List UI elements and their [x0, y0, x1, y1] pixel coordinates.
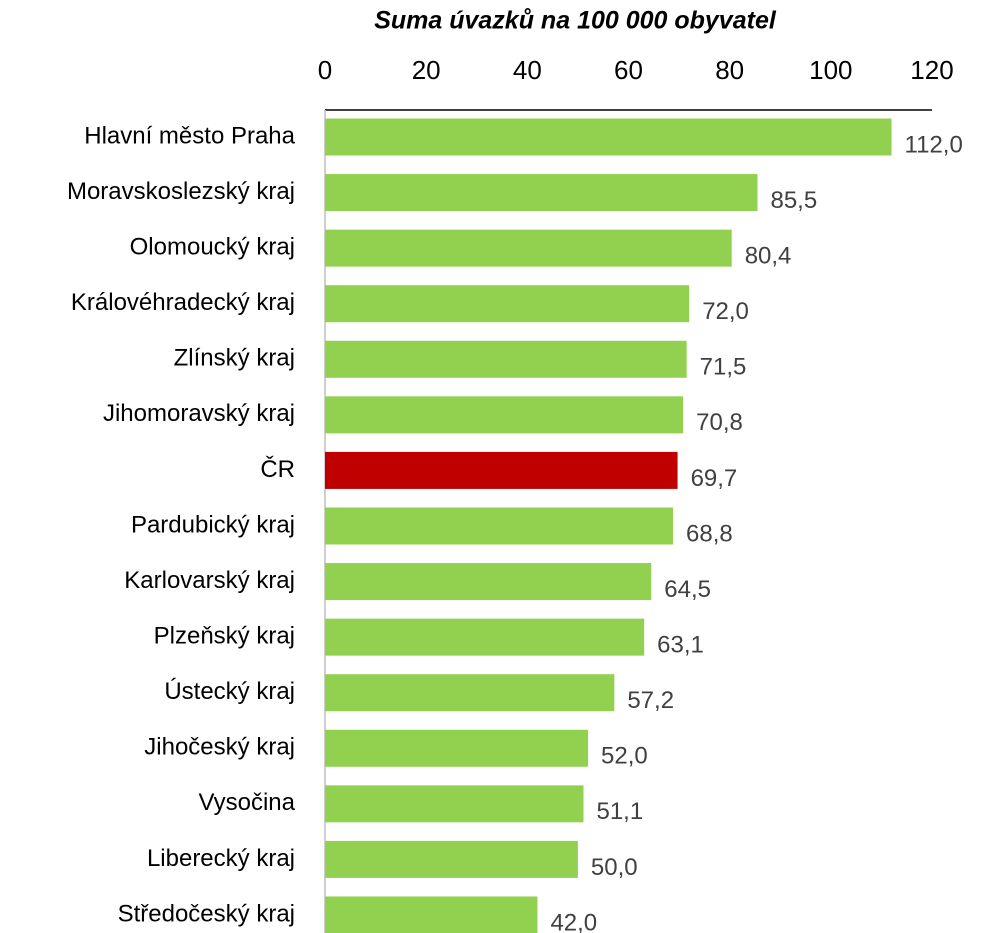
value-label: 51,1	[596, 798, 643, 825]
value-label: 71,5	[700, 354, 747, 381]
value-label: 42,0	[550, 909, 597, 933]
value-label: 80,4	[745, 242, 792, 269]
x-tick-label: 0	[318, 55, 332, 85]
category-label: Středočeský kraj	[118, 900, 295, 927]
chart-title: Suma úvazků na 100 000 obyvatel	[374, 7, 777, 35]
x-tick-label: 40	[513, 55, 542, 85]
bar	[325, 840, 578, 878]
bar	[325, 507, 674, 545]
category-label: Královéhradecký kraj	[71, 289, 295, 316]
bar	[325, 618, 645, 656]
value-label: 64,5	[664, 576, 711, 603]
x-tick-label: 80	[715, 55, 744, 85]
category-label: Jihočeský kraj	[144, 734, 295, 761]
bar	[325, 563, 652, 601]
value-label: 69,7	[691, 465, 738, 492]
value-label: 68,8	[686, 520, 733, 547]
bar	[325, 896, 538, 933]
category-label: Liberecký kraj	[147, 845, 295, 872]
x-tick-label: 100	[809, 55, 852, 85]
value-label: 63,1	[657, 631, 704, 658]
bar	[325, 396, 684, 434]
category-label: Pardubický kraj	[131, 511, 295, 538]
category-label: Vysočina	[199, 789, 296, 816]
bar	[325, 174, 758, 212]
category-label: Jihomoravský kraj	[103, 400, 295, 427]
bar	[325, 229, 732, 267]
bar	[325, 285, 690, 323]
bar	[325, 729, 589, 767]
bar	[325, 451, 678, 489]
category-label: Plzeňský kraj	[154, 622, 295, 649]
x-tick-label: 120	[910, 55, 953, 85]
category-label: Ústecký kraj	[164, 678, 295, 705]
bar	[325, 785, 584, 823]
category-label: Olomoucký kraj	[130, 233, 295, 260]
value-label: 72,0	[702, 298, 749, 325]
x-tick-label: 60	[614, 55, 643, 85]
category-label: ČR	[260, 455, 295, 483]
value-label: 50,0	[591, 854, 638, 881]
x-tick-label: 20	[412, 55, 441, 85]
value-label: 85,5	[770, 187, 817, 214]
bar	[325, 340, 687, 378]
bar	[325, 674, 615, 712]
value-label: 70,8	[696, 409, 743, 436]
value-label: 52,0	[601, 743, 648, 770]
category-label: Hlavní město Praha	[84, 122, 295, 149]
category-label: Zlínský kraj	[174, 345, 295, 372]
bar	[325, 118, 892, 156]
category-label: Moravskoslezský kraj	[67, 178, 295, 205]
value-label: 112,0	[905, 131, 963, 158]
value-label: 57,2	[627, 687, 674, 714]
category-label: Karlovarský kraj	[124, 567, 295, 594]
